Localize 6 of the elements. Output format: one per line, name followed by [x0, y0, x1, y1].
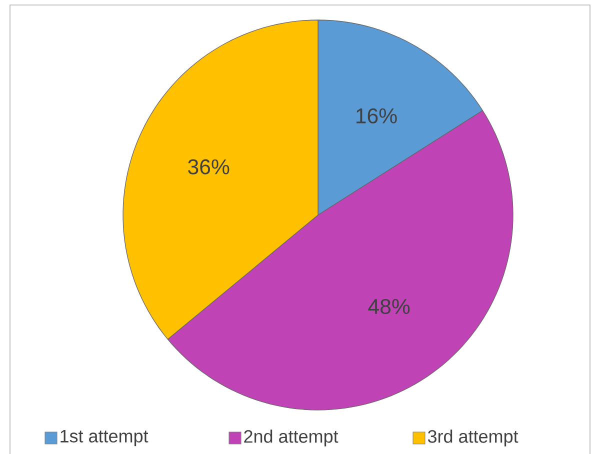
data-label: 36%: [188, 159, 230, 174]
legend-label: 3rd attempt: [428, 430, 518, 446]
data-label: 48%: [368, 298, 410, 314]
legend-label: 2nd attempt: [244, 430, 338, 446]
data-label: 16%: [356, 108, 397, 124]
legend-label: 1st attempt: [60, 430, 148, 446]
